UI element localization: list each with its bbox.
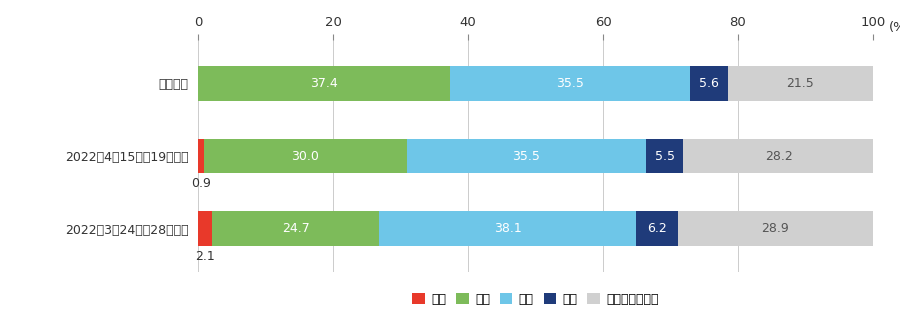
Text: 30.0: 30.0 bbox=[292, 149, 320, 163]
Text: 0.9: 0.9 bbox=[191, 177, 211, 190]
Bar bbox=[678, 211, 873, 246]
Text: 2.1: 2.1 bbox=[195, 250, 215, 263]
Bar bbox=[646, 138, 683, 173]
Bar bbox=[379, 211, 636, 246]
Text: 28.9: 28.9 bbox=[761, 222, 789, 235]
Text: 5.5: 5.5 bbox=[655, 149, 675, 163]
Text: 5.6: 5.6 bbox=[699, 77, 719, 90]
Bar bbox=[450, 66, 690, 101]
Text: 28.2: 28.2 bbox=[765, 149, 792, 163]
Legend: 拡大, 維持, 縮小, 撃退, 不明・該当せず: 拡大, 維持, 縮小, 撃退, 不明・該当せず bbox=[408, 288, 663, 311]
Text: 24.7: 24.7 bbox=[282, 222, 310, 235]
Text: 35.5: 35.5 bbox=[556, 77, 584, 90]
Bar bbox=[407, 138, 646, 173]
Bar bbox=[683, 138, 874, 173]
Bar bbox=[198, 138, 204, 173]
Bar bbox=[198, 66, 450, 101]
Text: 21.5: 21.5 bbox=[787, 77, 814, 90]
Bar bbox=[636, 211, 678, 246]
Bar bbox=[690, 66, 728, 101]
Text: (%): (%) bbox=[889, 21, 900, 34]
Bar bbox=[204, 138, 407, 173]
Text: 38.1: 38.1 bbox=[493, 222, 521, 235]
Text: 37.4: 37.4 bbox=[310, 77, 338, 90]
Text: 35.5: 35.5 bbox=[512, 149, 540, 163]
Bar bbox=[728, 66, 873, 101]
Bar bbox=[198, 211, 212, 246]
Text: 6.2: 6.2 bbox=[647, 222, 667, 235]
Bar bbox=[212, 211, 379, 246]
